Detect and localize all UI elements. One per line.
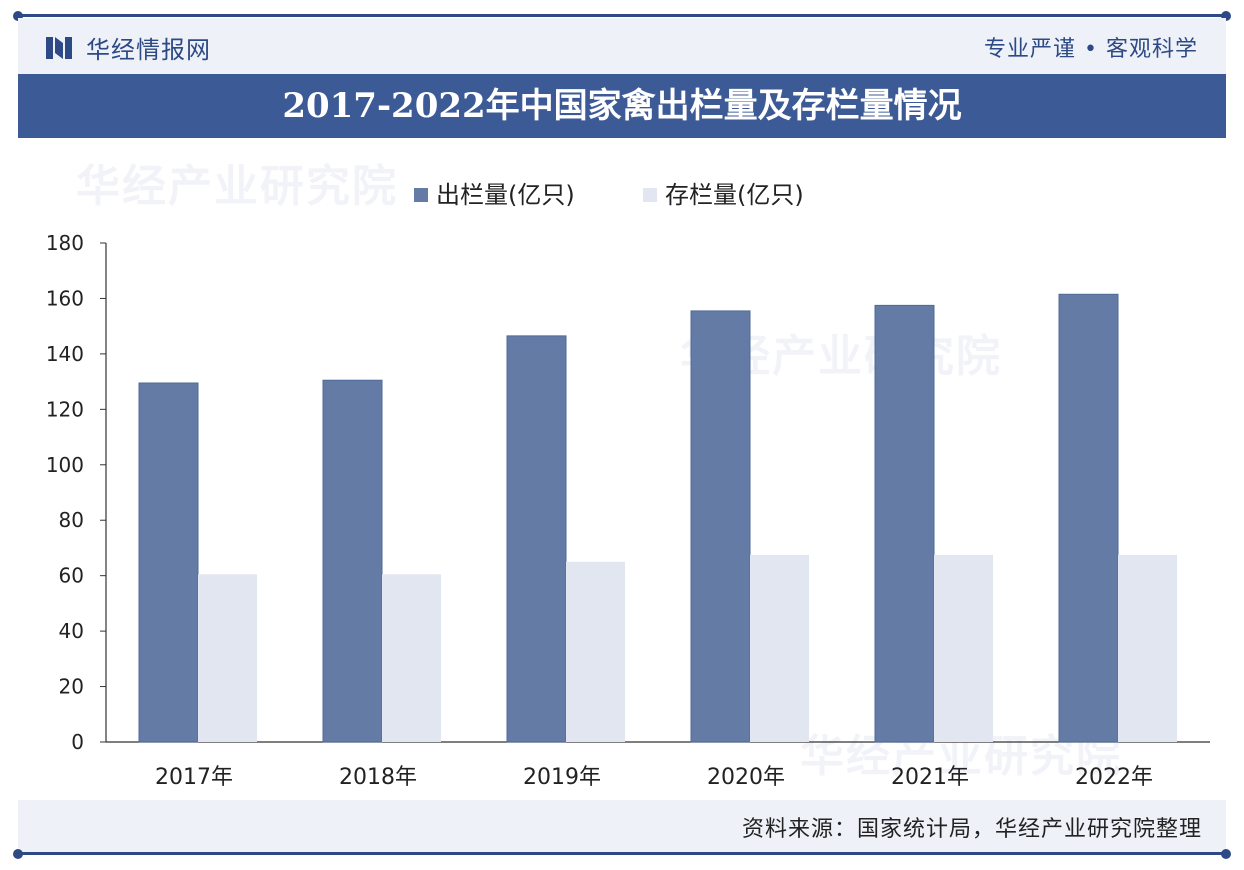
y-tick-label: 60 — [59, 564, 84, 588]
legend-item-series1: 出栏量(亿只) — [414, 180, 575, 210]
border-dot-top-left — [13, 11, 23, 21]
bar-series1 — [506, 335, 567, 743]
legend-swatch-series1 — [414, 188, 428, 202]
bar-series2 — [1118, 554, 1177, 742]
brand-logo-icon — [46, 37, 72, 59]
y-tick-label: 20 — [59, 675, 84, 699]
legend-label-series2: 存栏量(亿只) — [665, 181, 804, 209]
border-dot-bottom-right — [1221, 849, 1231, 859]
legend-item-series2: 存栏量(亿只) — [643, 180, 804, 210]
chart-title: 2017-2022年中国家禽出栏量及存栏量情况 — [18, 74, 1226, 138]
x-tick-label: 2019年 — [523, 765, 601, 790]
legend-swatch-series2 — [643, 188, 657, 202]
x-tick-label: 2022年 — [1075, 765, 1153, 790]
y-tick-label: 180 — [46, 231, 84, 255]
bar-series2 — [750, 554, 809, 742]
brand-name: 华经情报网 — [86, 36, 211, 64]
slogan: 专业严谨 • 客观科学 — [984, 37, 1198, 62]
bar-series2 — [382, 574, 441, 742]
y-tick-label: 160 — [46, 286, 84, 310]
bar-series1 — [138, 382, 199, 743]
top-border-line — [18, 14, 1226, 17]
y-tick-label: 0 — [71, 730, 84, 754]
y-tick-label: 80 — [59, 508, 84, 532]
header-bar — [18, 18, 1226, 74]
y-tick-label: 40 — [59, 619, 84, 643]
bar-series1 — [322, 379, 383, 743]
x-tick-label: 2017年 — [155, 765, 233, 790]
bar-series1 — [690, 310, 751, 743]
y-tick-label: 120 — [46, 397, 84, 421]
y-tick-label: 100 — [46, 453, 84, 477]
bottom-border-line — [18, 852, 1226, 855]
bar-series1 — [874, 304, 935, 743]
border-dot-bottom-left — [13, 849, 23, 859]
border-dot-top-right — [1221, 11, 1231, 21]
y-tick-label: 140 — [46, 342, 84, 366]
bar-series2 — [566, 561, 625, 742]
bar-series2 — [934, 554, 993, 742]
source-note: 资料来源：国家统计局，华经产业研究院整理 — [741, 817, 1202, 842]
x-tick-label: 2021年 — [891, 765, 969, 790]
bar-series1 — [1058, 293, 1119, 743]
x-tick-label: 2020年 — [707, 765, 785, 790]
footer-bar — [18, 800, 1226, 852]
legend-label-series1: 出栏量(亿只) — [436, 181, 575, 209]
x-tick-label: 2018年 — [339, 765, 417, 790]
bar-series2 — [198, 574, 257, 742]
